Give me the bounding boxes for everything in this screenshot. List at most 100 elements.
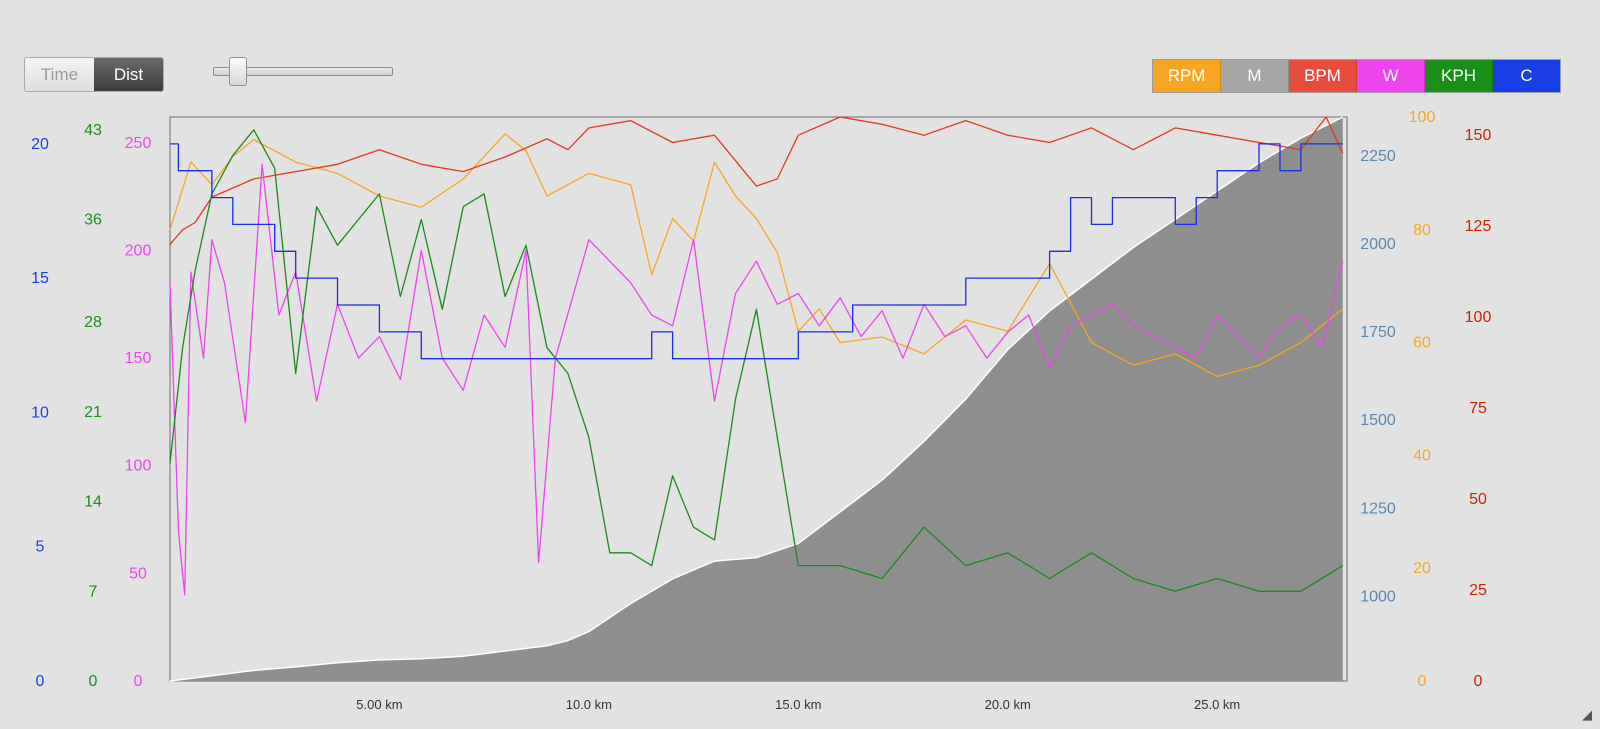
series-w-point	[860, 335, 862, 337]
series-bpm-point	[881, 123, 883, 125]
series-kph-point	[336, 244, 338, 246]
series-c-point	[546, 358, 548, 360]
series-c-point	[1279, 170, 1281, 172]
series-c-point	[1007, 277, 1009, 279]
y-tick-label-c: 10	[31, 404, 49, 421]
series-rpm-point	[1174, 353, 1176, 355]
time-mode-button[interactable]: Time	[25, 58, 94, 91]
resize-grip-icon[interactable]: ◢	[1582, 707, 1592, 722]
series-m-point	[1090, 278, 1092, 280]
series-bpm-point	[1342, 152, 1344, 154]
series-w-point	[1321, 346, 1323, 348]
series-rpm-point	[1132, 364, 1134, 366]
series-w-point	[776, 303, 778, 305]
series-m-point	[295, 666, 297, 668]
series-m-point	[462, 655, 464, 657]
series-kph-point	[923, 526, 925, 528]
series-w-point	[797, 292, 799, 294]
series-w-point	[190, 271, 192, 273]
series-m-point	[336, 662, 338, 664]
zoom-slider[interactable]	[213, 57, 393, 87]
y-tick-label-m: 1250	[1360, 500, 1396, 517]
series-m-point	[713, 560, 715, 562]
series-w-point	[671, 325, 673, 327]
series-w-point	[244, 422, 246, 424]
series-bpm-point	[797, 134, 799, 136]
series-bpm-point	[755, 185, 757, 187]
series-legend: RPM M BPM W KPH C	[1152, 59, 1561, 93]
series-w-point	[504, 346, 506, 348]
series-c-point	[1300, 143, 1302, 145]
series-c-point	[651, 331, 653, 333]
x-tick-label: 20.0 km	[985, 697, 1031, 712]
series-m-point	[630, 602, 632, 604]
legend-button-bpm[interactable]: BPM	[1289, 60, 1357, 92]
dist-mode-button[interactable]: Dist	[94, 58, 163, 91]
y-tick-label-kph: 7	[89, 583, 98, 600]
series-w-point	[734, 292, 736, 294]
series-c-point	[274, 250, 276, 252]
series-w-point	[378, 335, 380, 337]
series-c-point	[336, 304, 338, 306]
legend-button-kph[interactable]: KPH	[1425, 60, 1493, 92]
series-m-point	[1300, 137, 1302, 139]
series-kph-point	[1258, 590, 1260, 592]
series-rpm-point	[734, 195, 736, 197]
series-kph-point	[1007, 552, 1009, 554]
legend-button-c[interactable]: C	[1493, 60, 1560, 92]
series-bpm-point	[1132, 149, 1134, 151]
series-c-point	[378, 331, 380, 333]
x-tick-label: 10.0 km	[566, 697, 612, 712]
series-w-point	[1069, 325, 1071, 327]
series-kph-point	[651, 564, 653, 566]
series-rpm-point	[462, 178, 464, 180]
series-w-point	[1279, 325, 1281, 327]
legend-button-w[interactable]: W	[1357, 60, 1425, 92]
series-w-point	[881, 310, 883, 312]
series-c-point	[232, 223, 234, 225]
series-rpm-point	[588, 172, 590, 174]
series-w-point	[651, 314, 653, 316]
series-m-point	[923, 440, 925, 442]
legend-button-m[interactable]: M	[1221, 60, 1289, 92]
x-tick-label: 15.0 km	[775, 697, 821, 712]
series-bpm-point	[1174, 127, 1176, 129]
series-m-point	[1048, 310, 1050, 312]
series-rpm-point	[713, 161, 715, 163]
series-kph-point	[194, 270, 196, 272]
series-kph-point	[253, 129, 255, 131]
series-c-point	[1111, 196, 1113, 198]
y-tick-label-c: 15	[31, 270, 49, 287]
y-tick-label-m: 1000	[1360, 588, 1396, 605]
series-kph-point	[1090, 552, 1092, 554]
series-rpm-point	[253, 138, 255, 140]
y-tick-label-kph: 43	[84, 122, 102, 139]
series-kph-point	[295, 372, 297, 374]
series-bpm-point	[1090, 127, 1092, 129]
series-c-point	[839, 331, 841, 333]
series-rpm-point	[630, 184, 632, 186]
series-c-point	[965, 277, 967, 279]
series-w-point	[944, 335, 946, 337]
y-tick-label-w: 200	[125, 242, 152, 259]
series-rpm-point	[1300, 341, 1302, 343]
legend-button-rpm[interactable]: RPM	[1153, 60, 1221, 92]
series-bpm-point	[1216, 134, 1218, 136]
series-c-point	[1258, 143, 1260, 145]
series-bpm-point	[923, 134, 925, 136]
series-w-point	[483, 314, 485, 316]
series-bpm-line	[169, 116, 1344, 245]
zoom-slider-thumb[interactable]	[229, 57, 247, 86]
series-bpm-point	[965, 119, 967, 121]
series-c-point	[852, 304, 854, 306]
series-m-point	[881, 479, 883, 481]
series-w-point	[537, 561, 539, 563]
series-bpm-point	[713, 134, 715, 136]
series-w-point	[965, 325, 967, 327]
series-w-point	[223, 282, 225, 284]
series-c-point	[1216, 170, 1218, 172]
series-w-point	[609, 260, 611, 262]
series-c-point	[588, 358, 590, 360]
series-w-point	[202, 357, 204, 359]
series-bpm-point	[776, 178, 778, 180]
